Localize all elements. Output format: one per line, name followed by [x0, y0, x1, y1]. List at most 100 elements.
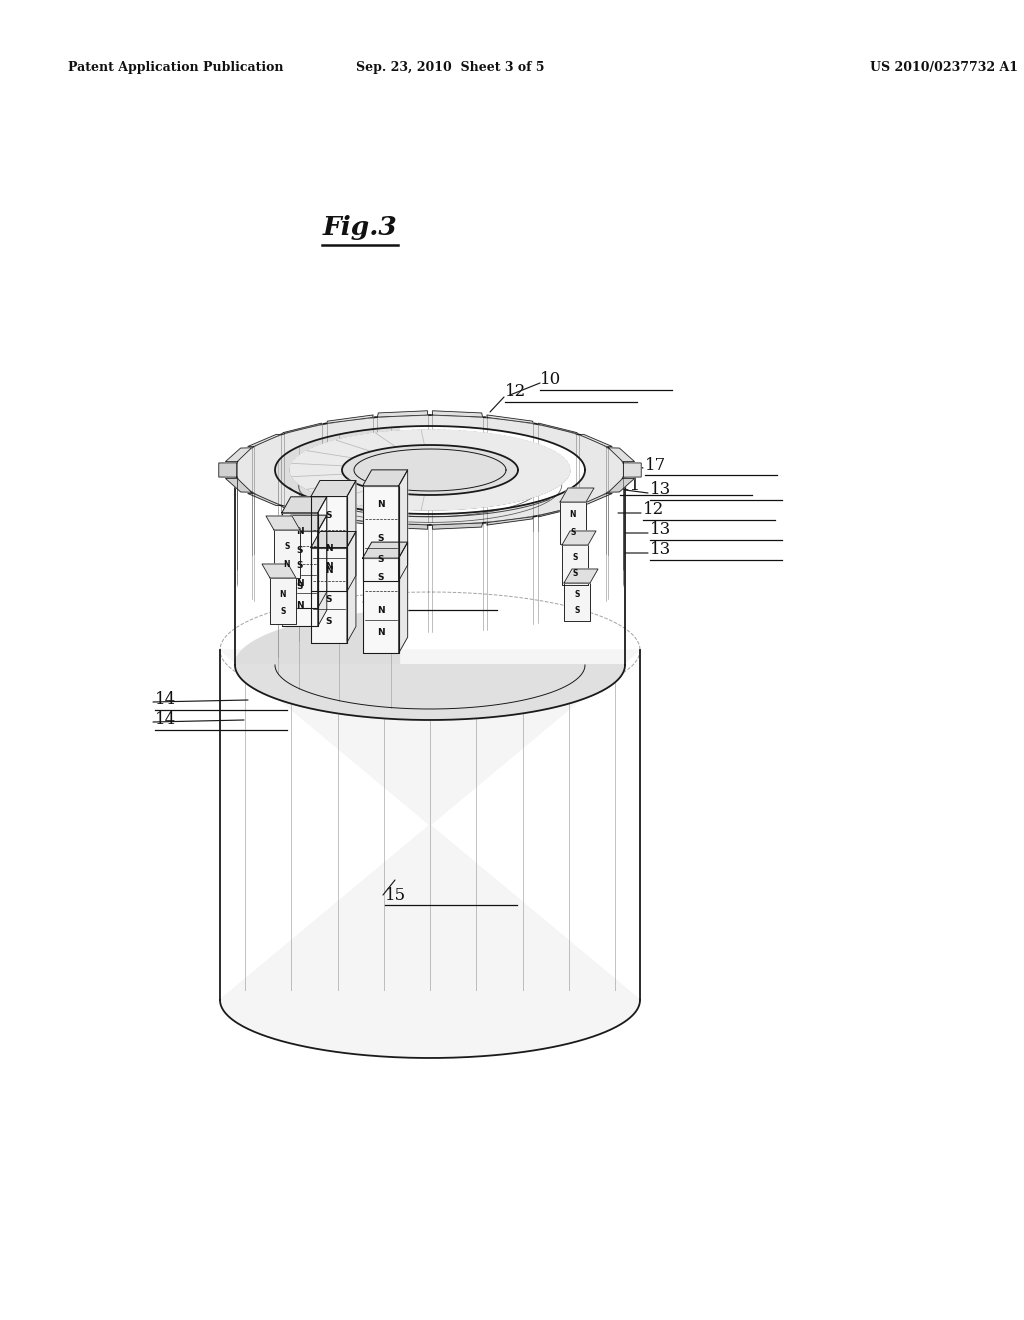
Polygon shape: [398, 543, 408, 653]
Polygon shape: [311, 548, 347, 643]
Polygon shape: [266, 516, 300, 531]
Polygon shape: [342, 445, 518, 495]
Polygon shape: [317, 496, 327, 607]
Text: S: S: [297, 582, 303, 591]
Text: S: S: [378, 533, 384, 543]
Text: N: N: [325, 562, 333, 572]
Text: N: N: [569, 510, 577, 519]
Polygon shape: [378, 523, 428, 529]
Polygon shape: [347, 532, 356, 643]
Polygon shape: [562, 545, 588, 585]
Polygon shape: [347, 480, 356, 591]
Polygon shape: [248, 434, 281, 446]
Polygon shape: [362, 470, 408, 486]
Polygon shape: [579, 494, 612, 506]
Polygon shape: [311, 480, 356, 496]
Polygon shape: [225, 478, 252, 492]
Text: N: N: [377, 628, 384, 636]
Text: Fig.3: Fig.3: [323, 215, 397, 240]
Polygon shape: [282, 531, 317, 626]
Text: S: S: [574, 590, 580, 599]
Text: 13: 13: [650, 482, 672, 499]
Text: S: S: [281, 607, 286, 615]
Polygon shape: [327, 414, 373, 424]
Polygon shape: [234, 665, 625, 719]
Text: N: N: [280, 590, 287, 598]
Text: S: S: [326, 595, 332, 605]
Polygon shape: [538, 507, 578, 517]
Text: N: N: [296, 601, 303, 610]
Polygon shape: [624, 463, 641, 477]
Polygon shape: [564, 583, 590, 620]
Polygon shape: [311, 532, 356, 548]
Polygon shape: [362, 543, 408, 558]
Text: S: S: [297, 545, 303, 554]
Polygon shape: [262, 564, 296, 578]
Text: S: S: [326, 511, 332, 520]
Polygon shape: [432, 523, 482, 529]
Polygon shape: [274, 531, 300, 578]
Text: 14: 14: [155, 711, 176, 729]
Text: S: S: [378, 573, 384, 582]
Polygon shape: [220, 649, 640, 1059]
Polygon shape: [282, 496, 327, 512]
Polygon shape: [219, 463, 237, 477]
Polygon shape: [282, 512, 317, 607]
Polygon shape: [248, 494, 281, 506]
Text: N: N: [325, 544, 333, 553]
Polygon shape: [290, 430, 570, 510]
Text: N: N: [296, 579, 303, 587]
Text: S: S: [285, 543, 290, 552]
Text: S: S: [326, 618, 332, 626]
Polygon shape: [311, 496, 347, 591]
Text: Sep. 23, 2010  Sheet 3 of 5: Sep. 23, 2010 Sheet 3 of 5: [355, 62, 544, 74]
Text: S: S: [378, 556, 384, 565]
Text: Patent Application Publication: Patent Application Publication: [68, 62, 284, 74]
Polygon shape: [560, 502, 586, 544]
Polygon shape: [562, 531, 596, 545]
Polygon shape: [236, 416, 399, 719]
Text: 10: 10: [540, 371, 561, 388]
Text: N: N: [296, 527, 303, 536]
Text: 15: 15: [385, 887, 407, 903]
Polygon shape: [362, 558, 398, 653]
Polygon shape: [283, 507, 323, 517]
Polygon shape: [362, 486, 398, 581]
Text: US 2010/0237732 A1: US 2010/0237732 A1: [870, 62, 1018, 74]
Text: S: S: [570, 528, 575, 537]
Polygon shape: [608, 478, 635, 492]
Text: S: S: [572, 569, 578, 578]
Polygon shape: [398, 470, 408, 581]
Text: 13: 13: [650, 521, 672, 539]
Polygon shape: [282, 515, 327, 531]
Polygon shape: [317, 515, 327, 626]
Text: 12: 12: [505, 384, 526, 400]
Text: 16: 16: [365, 591, 386, 609]
Text: N: N: [325, 566, 333, 576]
Polygon shape: [327, 516, 373, 525]
Text: N: N: [284, 560, 290, 569]
Polygon shape: [487, 414, 534, 424]
Text: 11: 11: [620, 477, 641, 494]
Text: S: S: [574, 606, 580, 615]
Polygon shape: [270, 578, 296, 624]
Polygon shape: [560, 488, 594, 502]
Text: S: S: [572, 553, 578, 561]
Text: 14: 14: [155, 692, 176, 709]
Polygon shape: [283, 424, 323, 433]
Text: N: N: [377, 606, 384, 615]
Text: 13: 13: [650, 541, 672, 558]
Text: S: S: [297, 561, 303, 569]
Polygon shape: [608, 447, 635, 462]
Polygon shape: [225, 447, 252, 462]
Polygon shape: [579, 434, 612, 446]
Text: 17: 17: [645, 457, 667, 474]
Text: 12: 12: [643, 502, 665, 519]
Polygon shape: [487, 516, 534, 525]
Polygon shape: [564, 569, 598, 583]
Polygon shape: [432, 411, 482, 417]
Text: N: N: [377, 500, 384, 510]
Polygon shape: [378, 411, 428, 417]
Polygon shape: [538, 424, 578, 433]
Text: 11: 11: [390, 451, 412, 469]
